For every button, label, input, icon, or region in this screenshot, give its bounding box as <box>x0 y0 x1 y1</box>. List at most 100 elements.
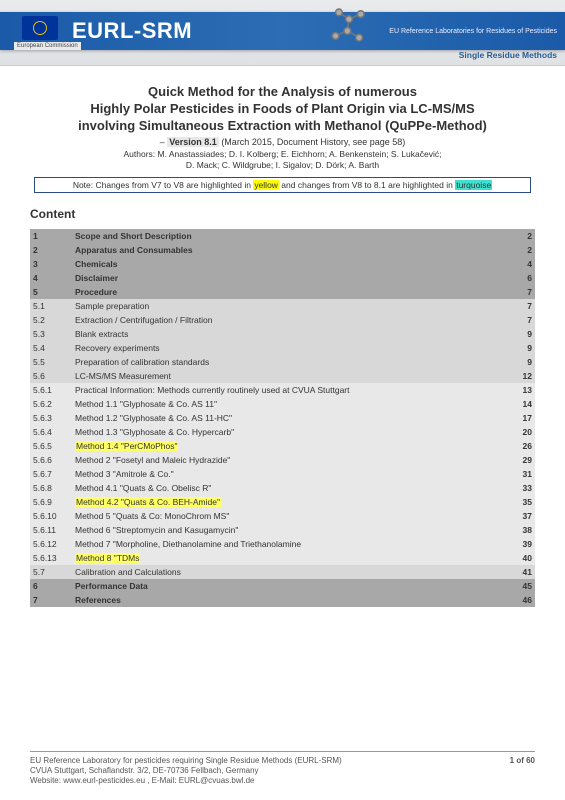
toc-row[interactable]: 5.7Calibration and Calculations41 <box>30 565 535 579</box>
toc-row[interactable]: 5.6.12Method 7 "Morpholine, Diethanolami… <box>30 537 535 551</box>
toc-page: 13 <box>507 383 535 397</box>
toc-row[interactable]: 1Scope and Short Description2 <box>30 229 535 243</box>
toc-number: 5.6.2 <box>30 397 72 411</box>
toc-page: 7 <box>507 299 535 313</box>
toc-title: Method 1.4 "PerCMoPhos" <box>72 439 507 453</box>
toc-number: 5 <box>30 285 72 299</box>
toc-row[interactable]: 3Chemicals4 <box>30 257 535 271</box>
toc-title: Procedure <box>72 285 507 299</box>
content-heading: Content <box>30 207 535 221</box>
toc-page: 37 <box>507 509 535 523</box>
toc-title: Method 1.2 "Glyphosate & Co. AS 11-HC" <box>72 411 507 425</box>
toc-title: Method 3 "Amitrole & Co." <box>72 467 507 481</box>
toc-title: Extraction / Centrifugation / Filtration <box>72 313 507 327</box>
toc-title: Method 8 "TDMs <box>72 551 507 565</box>
toc-row[interactable]: 2Apparatus and Consumables2 <box>30 243 535 257</box>
toc-page: 41 <box>507 565 535 579</box>
toc-number: 5.4 <box>30 341 72 355</box>
toc-row[interactable]: 5.6.1Practical Information: Methods curr… <box>30 383 535 397</box>
toc-number: 5.5 <box>30 355 72 369</box>
toc-number: 5.7 <box>30 565 72 579</box>
note-mid: and changes from V8 to 8.1 are highlight… <box>279 180 455 190</box>
toc-row[interactable]: 5.6.3Method 1.2 "Glyphosate & Co. AS 11-… <box>30 411 535 425</box>
version-rest: (March 2015, Document History, see page … <box>219 137 405 147</box>
toc-row[interactable]: 6Performance Data45 <box>30 579 535 593</box>
toc-title: Method 1.3 "Glyphosate & Co. Hypercarb" <box>72 425 507 439</box>
toc-page: 14 <box>507 397 535 411</box>
toc-title: Method 1.1 "Glyphosate & Co. AS 11" <box>72 397 507 411</box>
note-yellow: yellow <box>253 180 279 190</box>
eurl-srm-logo: EURL-SRM <box>72 18 192 44</box>
doc-title: Quick Method for the Analysis of numerou… <box>30 84 535 135</box>
authors-line-1: Authors: M. Anastassiades; D. I. Kolberg… <box>124 149 442 159</box>
toc-number: 5.6 <box>30 369 72 383</box>
title-line-3: involving Simultaneous Extraction with M… <box>78 118 487 133</box>
toc-page: 7 <box>507 313 535 327</box>
toc-page: 33 <box>507 481 535 495</box>
toc-row[interactable]: 5.6.10Method 5 "Quats & Co: MonoChrom MS… <box>30 509 535 523</box>
eu-flag-icon <box>22 16 58 40</box>
content-area: Quick Method for the Analysis of numerou… <box>0 66 565 607</box>
toc-row[interactable]: 4Disclaimer6 <box>30 271 535 285</box>
toc-number: 7 <box>30 593 72 607</box>
toc-row[interactable]: 5.3Blank extracts9 <box>30 327 535 341</box>
toc-number: 5.6.13 <box>30 551 72 565</box>
toc-page: 9 <box>507 327 535 341</box>
toc-number: 5.6.4 <box>30 425 72 439</box>
toc-title: Scope and Short Description <box>72 229 507 243</box>
toc-page: 9 <box>507 341 535 355</box>
toc-number: 5.6.7 <box>30 467 72 481</box>
toc-title: Method 4.1 "Quats & Co. Obelisc R" <box>72 481 507 495</box>
toc-row[interactable]: 5.6.8Method 4.1 "Quats & Co. Obelisc R"3… <box>30 481 535 495</box>
version-line: – Version 8.1 (March 2015, Document Hist… <box>30 137 535 147</box>
toc-page: 7 <box>507 285 535 299</box>
toc-page: 4 <box>507 257 535 271</box>
toc-page: 46 <box>507 593 535 607</box>
toc-row[interactable]: 5.6.13Method 8 "TDMs40 <box>30 551 535 565</box>
toc-title: Apparatus and Consumables <box>72 243 507 257</box>
toc-number: 1 <box>30 229 72 243</box>
molecule-icon <box>323 4 375 46</box>
toc-title: Performance Data <box>72 579 507 593</box>
toc-title: Method 5 "Quats & Co: MonoChrom MS" <box>72 509 507 523</box>
toc-row[interactable]: 5.5Preparation of calibration standards9 <box>30 355 535 369</box>
toc-title: Recovery experiments <box>72 341 507 355</box>
footer: EU Reference Laboratory for pesticides r… <box>30 751 535 786</box>
toc-row[interactable]: 5.6.7Method 3 "Amitrole & Co."31 <box>30 467 535 481</box>
toc-row[interactable]: 5.4Recovery experiments9 <box>30 341 535 355</box>
toc-row[interactable]: 5.6.11Method 6 "Streptomycin and Kasugam… <box>30 523 535 537</box>
toc-title: LC-MS/MS Measurement <box>72 369 507 383</box>
toc-number: 5.6.3 <box>30 411 72 425</box>
toc-row[interactable]: 5.1Sample preparation7 <box>30 299 535 313</box>
header-banner: European Commission EURL-SRM EU Referenc… <box>0 0 565 66</box>
toc-number: 5.6.9 <box>30 495 72 509</box>
toc-number: 5.6.10 <box>30 509 72 523</box>
footer-line-1: EU Reference Laboratory for pesticides r… <box>30 756 342 765</box>
toc-table: 1Scope and Short Description22Apparatus … <box>30 229 535 607</box>
banner-subtitle-2: Single Residue Methods <box>459 50 557 60</box>
toc-row[interactable]: 5.6.6Method 2 "Fosetyl and Maleic Hydraz… <box>30 453 535 467</box>
toc-row[interactable]: 5.6.5Method 1.4 "PerCMoPhos"26 <box>30 439 535 453</box>
toc-number: 6 <box>30 579 72 593</box>
toc-row[interactable]: 5.2Extraction / Centrifugation / Filtrat… <box>30 313 535 327</box>
ec-label: European Commission <box>14 42 81 50</box>
toc-row[interactable]: 5.6.9Method 4.2 "Quats & Co. BEH-Amide"3… <box>30 495 535 509</box>
authors-line-2: D. Mack; C. Wildgrube; I. Sigalov; D. Dö… <box>186 160 379 170</box>
toc-row[interactable]: 5.6.2Method 1.1 "Glyphosate & Co. AS 11"… <box>30 397 535 411</box>
toc-page: 26 <box>507 439 535 453</box>
toc-title: Method 2 "Fosetyl and Maleic Hydrazide" <box>72 453 507 467</box>
toc-number: 2 <box>30 243 72 257</box>
toc-title: Disclaimer <box>72 271 507 285</box>
toc-row[interactable]: 5Procedure7 <box>30 285 535 299</box>
toc-title: Method 7 "Morpholine, Diethanolamine and… <box>72 537 507 551</box>
toc-title: Sample preparation <box>72 299 507 313</box>
page: European Commission EURL-SRM EU Referenc… <box>0 0 565 800</box>
toc-row[interactable]: 5.6.4Method 1.3 "Glyphosate & Co. Hyperc… <box>30 425 535 439</box>
toc-row[interactable]: 5.6LC-MS/MS Measurement12 <box>30 369 535 383</box>
footer-left: EU Reference Laboratory for pesticides r… <box>30 756 342 786</box>
toc-page: 45 <box>507 579 535 593</box>
toc-title: Practical Information: Methods currently… <box>72 383 507 397</box>
toc-number: 5.6.11 <box>30 523 72 537</box>
toc-row[interactable]: 7References46 <box>30 593 535 607</box>
toc-number: 5.2 <box>30 313 72 327</box>
